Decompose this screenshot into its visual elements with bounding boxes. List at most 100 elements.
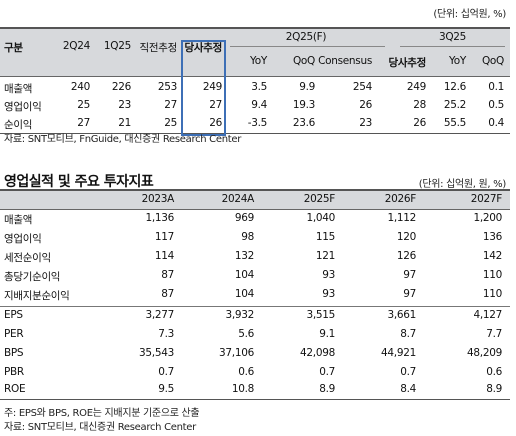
table1-unit: (단위: 십억원, %) [433, 9, 506, 20]
group-header-2q25: 2Q25(F) [285, 31, 327, 43]
table2-header-divider [0, 209, 510, 210]
group-underline-3q25 [400, 46, 505, 47]
financial-summary-table: 2023A 2024A 2025F 2026F 2027F 매출액 1,136 … [0, 189, 510, 400]
table2-mid-divider [0, 306, 510, 307]
cell: 240 [70, 81, 90, 93]
cell: 126 [396, 250, 416, 262]
cell: 26 [209, 117, 222, 129]
row-label: 매출액 [4, 83, 33, 95]
cell: 0.7 [319, 366, 335, 378]
cell: 4,127 [473, 309, 502, 321]
col-header-2024a: 2024A [221, 193, 255, 205]
cell: 110 [482, 269, 502, 281]
row-label: 매출액 [4, 214, 33, 226]
cell: 120 [396, 231, 416, 243]
col-header-qoq-3q25: QoQ [481, 55, 504, 67]
cell: 249 [406, 81, 426, 93]
cell: 35,543 [139, 347, 174, 359]
col-header-2023a: 2023A [141, 193, 175, 205]
col-header-2025f: 2025F [303, 193, 336, 205]
row-label: 영업이익 [4, 101, 42, 113]
cell: 26 [413, 117, 426, 129]
col-header-1q25: 1Q25 [103, 40, 131, 52]
row-label: PER [4, 328, 24, 340]
cell: 1,200 [473, 212, 502, 224]
cell: 1,040 [306, 212, 335, 224]
cell: 249 [202, 81, 222, 93]
col-header-consensus: Consensus [318, 55, 372, 67]
cell: 0.6 [486, 366, 502, 378]
cell: 117 [154, 231, 174, 243]
cell: 5.6 [238, 328, 254, 340]
section-title: 영업실적 및 주요 투자지표 [4, 174, 154, 190]
col-header-2027f: 2027F [470, 193, 503, 205]
cell: 25 [164, 117, 177, 129]
cell: 9.1 [319, 328, 335, 340]
cell: 142 [482, 250, 502, 262]
cell: 104 [234, 269, 254, 281]
cell: 19.3 [292, 99, 315, 111]
cell: 27 [77, 117, 90, 129]
cell: 3,515 [306, 309, 335, 321]
table1-bottom-rule [0, 133, 510, 134]
cell: 23 [359, 117, 372, 129]
cell: 7.7 [486, 328, 502, 340]
cell: 28 [413, 99, 426, 111]
group-header-3q25: 3Q25 [438, 31, 467, 43]
cell: 0.7 [400, 366, 416, 378]
cell: 93 [322, 269, 335, 281]
col-header-yoy: YoY [250, 55, 267, 67]
cell: 25.2 [443, 99, 466, 111]
cell: 969 [234, 212, 254, 224]
col-header-our-estimate: 당사추정 [184, 42, 223, 54]
row-label: ROE [4, 383, 26, 395]
cell: 97 [403, 269, 416, 281]
table2-header-band [0, 189, 510, 209]
cell: 9.4 [251, 99, 267, 111]
table1-header-band [0, 27, 510, 76]
row-label: 영업이익 [4, 233, 42, 245]
cell: 110 [482, 288, 502, 300]
cell: 1,112 [387, 212, 416, 224]
col-header-label: 구분 [4, 42, 23, 54]
cell: 44,921 [381, 347, 416, 359]
col-header-our-estimate-3q25: 당사추정 [388, 57, 427, 69]
table1-header-divider [0, 76, 510, 77]
col-header-yoy-3q25: YoY [449, 55, 466, 67]
cell: 87 [161, 269, 174, 281]
cell: 9.5 [158, 383, 174, 395]
row-label: 지배지분순이익 [4, 290, 70, 302]
cell: 9.9 [299, 81, 315, 93]
cell: 8.4 [400, 383, 416, 395]
cell: 26 [359, 99, 372, 111]
cell: 7.3 [158, 328, 174, 340]
cell: 37,106 [219, 347, 254, 359]
cell: 48,209 [467, 347, 502, 359]
table2-bottom-rule [0, 399, 510, 400]
cell: 104 [234, 288, 254, 300]
our-estimate-highlight [181, 40, 226, 136]
cell: 55.5 [443, 117, 466, 129]
cell: 0.4 [488, 117, 504, 129]
row-label: PBR [4, 366, 24, 378]
cell: 42,098 [300, 347, 335, 359]
cell: 21 [118, 117, 131, 129]
cell: 0.1 [488, 81, 504, 93]
row-label: 세전순이익 [4, 252, 51, 264]
cell: 27 [209, 99, 222, 111]
table2-unit: (단위: 십억원, 원, %) [418, 179, 507, 190]
cell: 25 [77, 99, 90, 111]
cell: 3,277 [145, 309, 174, 321]
cell: 12.6 [443, 81, 466, 93]
group-underline-2q25 [230, 46, 385, 47]
cell: 8.7 [400, 328, 416, 340]
cell: 87 [161, 288, 174, 300]
cell: 136 [482, 231, 502, 243]
col-header-prev-estimate: 직전추정 [139, 42, 178, 54]
cell: 115 [315, 231, 335, 243]
row-label: EPS [4, 309, 23, 321]
col-header-qoq: QoQ [292, 55, 315, 67]
cell: 98 [241, 231, 254, 243]
cell: 3.5 [251, 81, 267, 93]
row-label: BPS [4, 347, 24, 359]
